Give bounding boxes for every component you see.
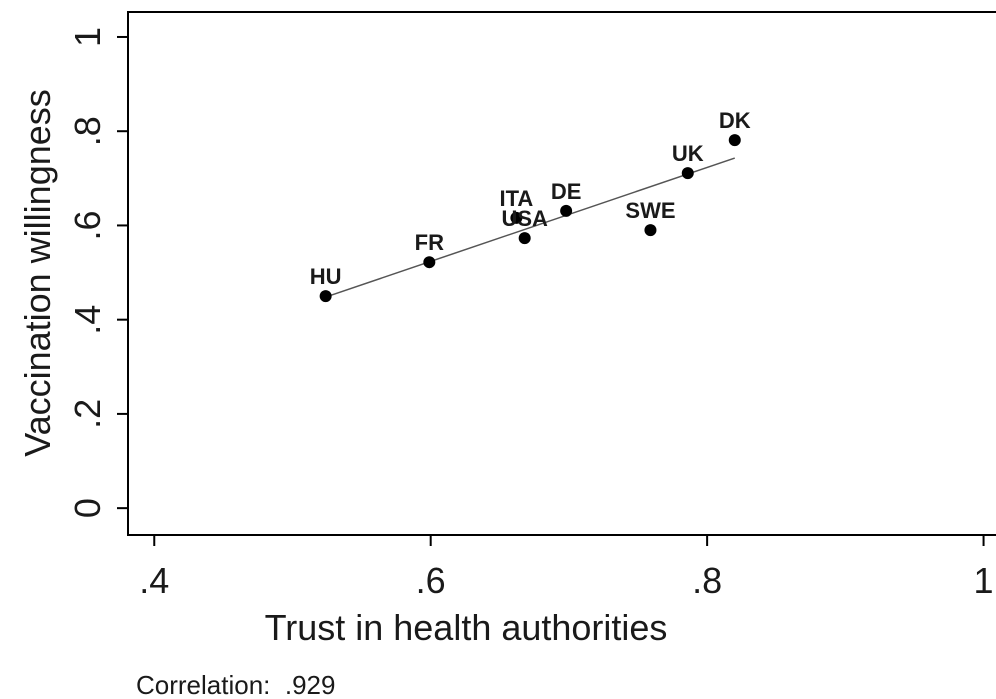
x-tick-label: .4 [139,560,169,601]
point [423,256,436,269]
y-tick-label: .2 [67,399,108,429]
x-tick-label: .6 [416,560,446,601]
annotation: Correlation: .929 [136,670,335,699]
point [518,232,531,245]
fit-line [325,157,736,298]
x-axis-title: Trust in health authorities [265,607,668,648]
x-tick-label: .8 [692,560,722,601]
point [319,290,332,303]
x-tick-label: 1 [974,560,994,601]
point-label: HU [310,264,342,289]
point [560,204,573,217]
y-axis-title: Vaccination willingness [17,89,58,457]
point [728,134,741,147]
y-tick-label: .4 [67,305,108,335]
y-tick-label: 1 [67,27,108,47]
point-label: UK [672,141,704,166]
point-label: FR [415,230,444,255]
point-label: DE [551,179,582,204]
y-tick-label: .6 [67,210,108,240]
y-tick-label: .8 [67,116,108,146]
plot-frame [127,11,996,536]
point [510,211,523,224]
point [644,224,657,237]
y-tick-label: 0 [67,498,108,518]
point-label: SWE [625,198,675,223]
point [681,167,694,180]
point-label: USA [501,206,548,231]
point-label: ITA [499,186,533,211]
point-label: DK [719,108,751,133]
